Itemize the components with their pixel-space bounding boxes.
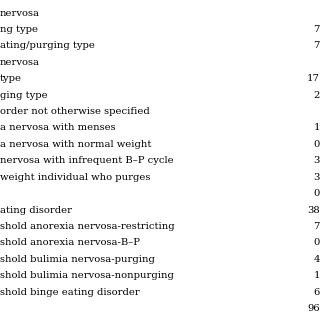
Text: shold anorexia nervosa-restricting: shold anorexia nervosa-restricting [0, 222, 175, 231]
Text: type: type [0, 74, 22, 83]
Text: a nervosa with normal weight: a nervosa with normal weight [0, 140, 151, 149]
Text: ging type: ging type [0, 91, 48, 100]
Text: 1: 1 [314, 124, 320, 132]
Text: shold anorexia nervosa-B–P: shold anorexia nervosa-B–P [0, 238, 140, 247]
Text: a nervosa with menses: a nervosa with menses [0, 124, 116, 132]
Text: nervosa with infrequent B–P cycle: nervosa with infrequent B–P cycle [0, 156, 174, 165]
Text: 38: 38 [307, 205, 320, 215]
Text: ating disorder: ating disorder [0, 205, 72, 215]
Text: 0: 0 [314, 189, 320, 198]
Text: shold bulimia nervosa-nonpurging: shold bulimia nervosa-nonpurging [0, 271, 174, 280]
Text: shold bulimia nervosa-purging: shold bulimia nervosa-purging [0, 255, 155, 264]
Text: nervosa: nervosa [0, 9, 40, 18]
Text: 1: 1 [314, 271, 320, 280]
Text: 7: 7 [314, 222, 320, 231]
Text: 4: 4 [314, 255, 320, 264]
Text: shold binge eating disorder: shold binge eating disorder [0, 288, 140, 297]
Text: 7: 7 [314, 25, 320, 34]
Text: 6: 6 [314, 288, 320, 297]
Text: 17: 17 [307, 74, 320, 83]
Text: 2: 2 [314, 91, 320, 100]
Text: 96: 96 [308, 304, 320, 313]
Text: ng type: ng type [0, 25, 38, 34]
Text: nervosa: nervosa [0, 58, 40, 67]
Text: ating/purging type: ating/purging type [0, 41, 95, 50]
Text: 3: 3 [314, 173, 320, 182]
Text: 3: 3 [314, 156, 320, 165]
Text: 0: 0 [314, 238, 320, 247]
Text: 0: 0 [314, 140, 320, 149]
Text: weight individual who purges: weight individual who purges [0, 173, 150, 182]
Text: 7: 7 [314, 41, 320, 50]
Text: order not otherwise specified: order not otherwise specified [0, 107, 150, 116]
